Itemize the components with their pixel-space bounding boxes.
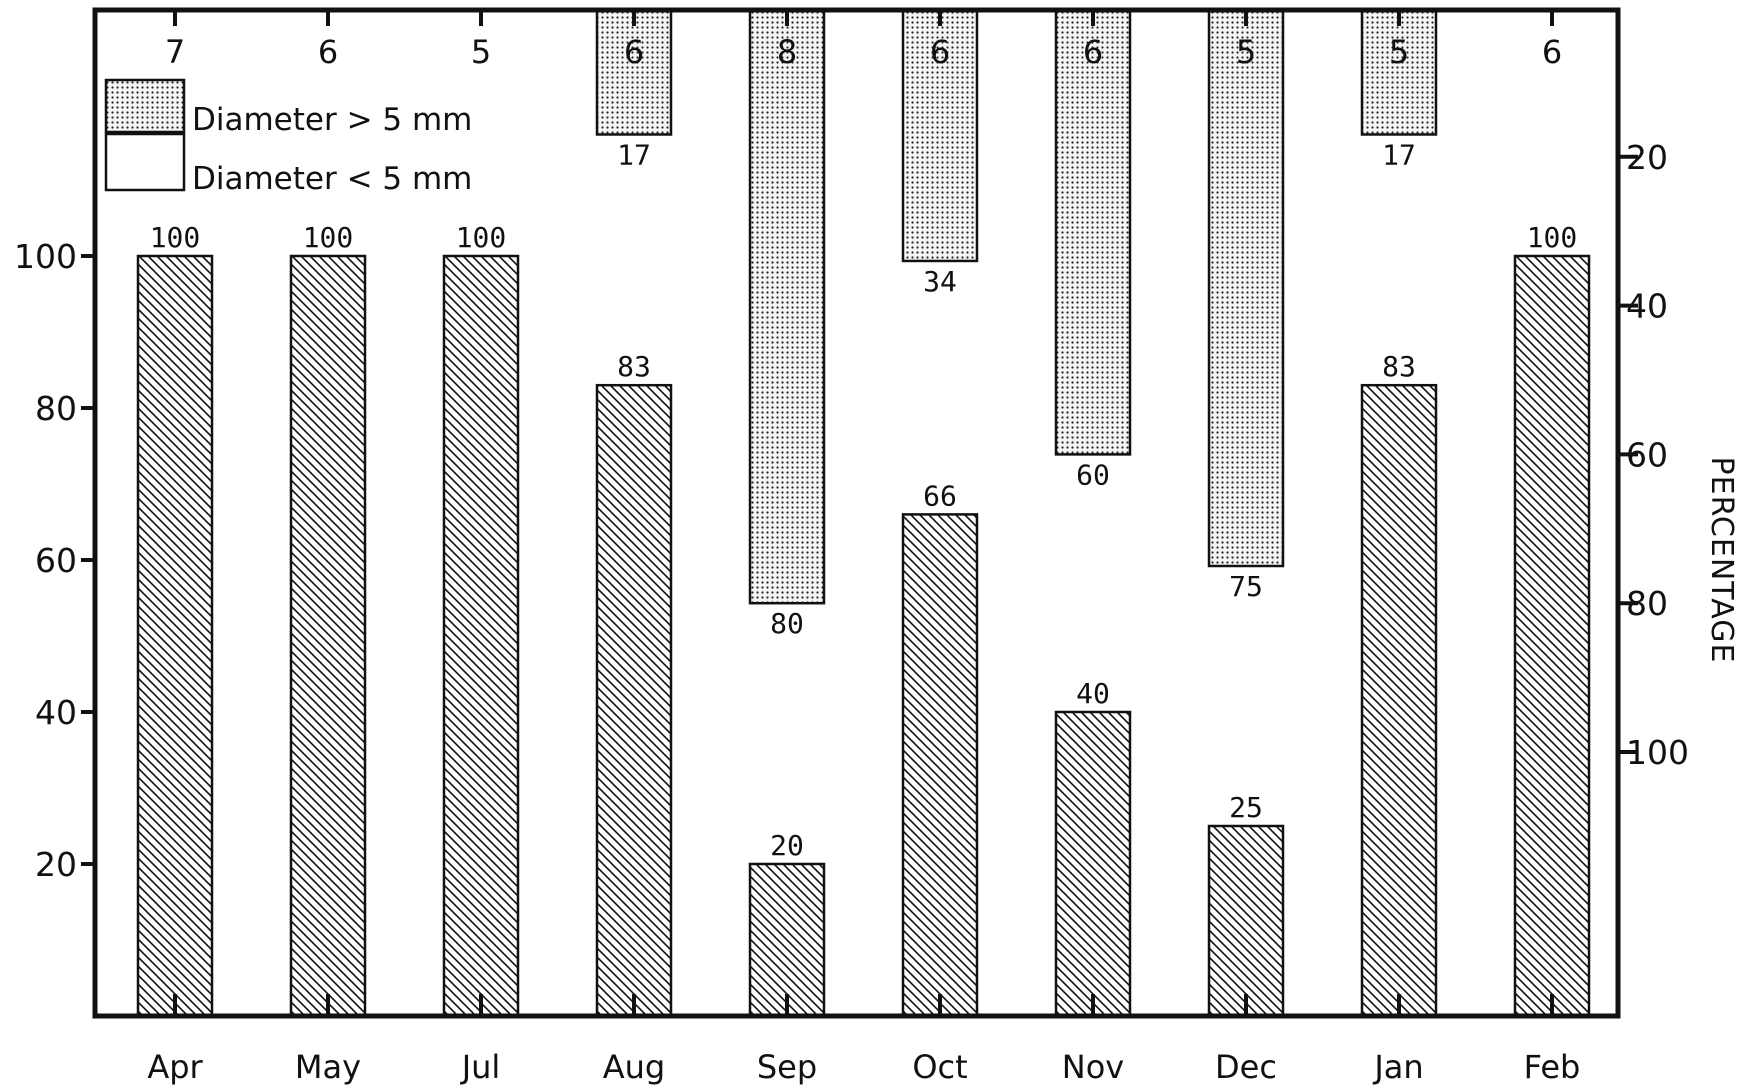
bar-label-below-5mm-apr: 100 — [150, 221, 201, 254]
legend: Diameter > 5 mm Diameter < 5 mm — [104, 78, 472, 197]
left-tick-label-100: 100 — [14, 237, 77, 276]
month-label-sep: Sep — [757, 1048, 817, 1086]
sample-count-jul: 5 — [471, 33, 491, 71]
bar-above-5mm-sep — [748, 8, 826, 605]
right-tick-label-60: 60 — [1626, 435, 1668, 474]
bar-labels: 100 100 100 83 17 20 80 66 34 40 60 25 75 83 17 100 — [150, 138, 1578, 862]
bars-above-5mm — [595, 8, 1438, 605]
legend-swatch-below-5mm — [104, 132, 186, 192]
bar-below-5mm-jan — [1360, 383, 1438, 1018]
month-ticks — [173, 10, 1554, 1016]
bar-above-5mm-aug — [595, 8, 673, 136]
bar-below-5mm-nov — [1054, 710, 1132, 1018]
month-label-dec: Dec — [1215, 1048, 1277, 1086]
right-axis: 20 40 60 80 100 — [1618, 138, 1689, 772]
month-label-aug: Aug — [603, 1048, 665, 1086]
bar-below-5mm-jul — [442, 254, 520, 1018]
bar-label-above-5mm-dec: 75 — [1229, 570, 1263, 603]
bar-label-above-5mm-sep: 80 — [770, 607, 804, 640]
left-tick-label-20: 20 — [35, 845, 77, 884]
bar-below-5mm-feb — [1513, 254, 1591, 1018]
bar-label-above-5mm-aug: 17 — [617, 138, 651, 171]
bar-label-below-5mm-aug: 83 — [617, 350, 651, 383]
sample-count-dec: 5 — [1236, 33, 1256, 71]
sample-count-nov: 6 — [1083, 33, 1103, 71]
bar-label-above-5mm-nov: 60 — [1076, 458, 1110, 491]
bar-below-5mm-oct — [901, 513, 979, 1018]
bar-label-below-5mm-dec: 25 — [1229, 791, 1263, 824]
bar-above-5mm-nov — [1054, 8, 1132, 456]
bar-above-5mm-jan — [1360, 8, 1438, 136]
sample-count-jan: 5 — [1389, 33, 1409, 71]
month-label-apr: Apr — [147, 1048, 203, 1086]
month-label-jan: Jan — [1372, 1048, 1423, 1086]
sample-count-feb: 6 — [1542, 33, 1562, 71]
sample-count-aug: 6 — [624, 33, 644, 71]
bars-below-5mm — [136, 254, 1591, 1018]
bar-below-5mm-aug — [595, 383, 673, 1018]
legend-swatch-above-5mm — [104, 78, 186, 134]
right-tick-label-40: 40 — [1626, 287, 1668, 326]
bar-label-below-5mm-feb: 100 — [1527, 221, 1578, 254]
sample-count-may: 6 — [318, 33, 338, 71]
left-tick-label-40: 40 — [35, 693, 77, 732]
bar-above-5mm-dec — [1207, 8, 1285, 568]
bar-label-above-5mm-oct: 34 — [923, 265, 957, 298]
bar-below-5mm-may — [289, 254, 367, 1018]
month-labels: Apr May Jul Aug Sep Oct Nov Dec Jan Feb — [147, 1048, 1580, 1086]
right-tick-label-20: 20 — [1626, 138, 1668, 177]
bar-below-5mm-dec — [1207, 824, 1285, 1018]
sample-count-apr: 7 — [165, 33, 185, 71]
bar-label-below-5mm-jul: 100 — [456, 221, 507, 254]
bar-label-below-5mm-may: 100 — [303, 221, 354, 254]
plot-frame — [92, 7, 1621, 1019]
month-label-feb: Feb — [1524, 1048, 1581, 1086]
sample-count-sep: 8 — [777, 33, 797, 71]
legend-label-above-5mm: Diameter > 5 mm — [192, 102, 472, 138]
month-label-may: May — [295, 1048, 361, 1086]
bar-below-5mm-sep — [748, 862, 826, 1018]
bar-below-5mm-apr — [136, 254, 214, 1018]
bar-label-below-5mm-oct: 66 — [923, 479, 957, 512]
right-axis-title: PERCENTAGE — [1704, 457, 1739, 664]
sample-count-oct: 6 — [930, 33, 950, 71]
bar-label-below-5mm-nov: 40 — [1076, 677, 1110, 710]
left-tick-label-80: 80 — [35, 389, 77, 428]
month-label-oct: Oct — [912, 1048, 967, 1086]
right-tick-label-80: 80 — [1626, 584, 1668, 623]
bar-above-5mm-oct — [901, 8, 979, 263]
bar-label-below-5mm-sep: 20 — [770, 829, 804, 862]
legend-label-below-5mm: Diameter < 5 mm — [192, 161, 472, 197]
right-tick-label-100: 100 — [1626, 733, 1689, 772]
left-tick-label-60: 60 — [35, 541, 77, 580]
sample-counts: 7 6 5 6 8 6 6 5 5 6 — [165, 33, 1562, 71]
month-label-nov: Nov — [1062, 1048, 1124, 1086]
bar-label-below-5mm-jan: 83 — [1382, 350, 1416, 383]
month-label-jul: Jul — [460, 1048, 501, 1086]
left-axis: 20 40 60 80 100 — [14, 237, 95, 884]
bar-label-above-5mm-jan: 17 — [1382, 138, 1416, 171]
